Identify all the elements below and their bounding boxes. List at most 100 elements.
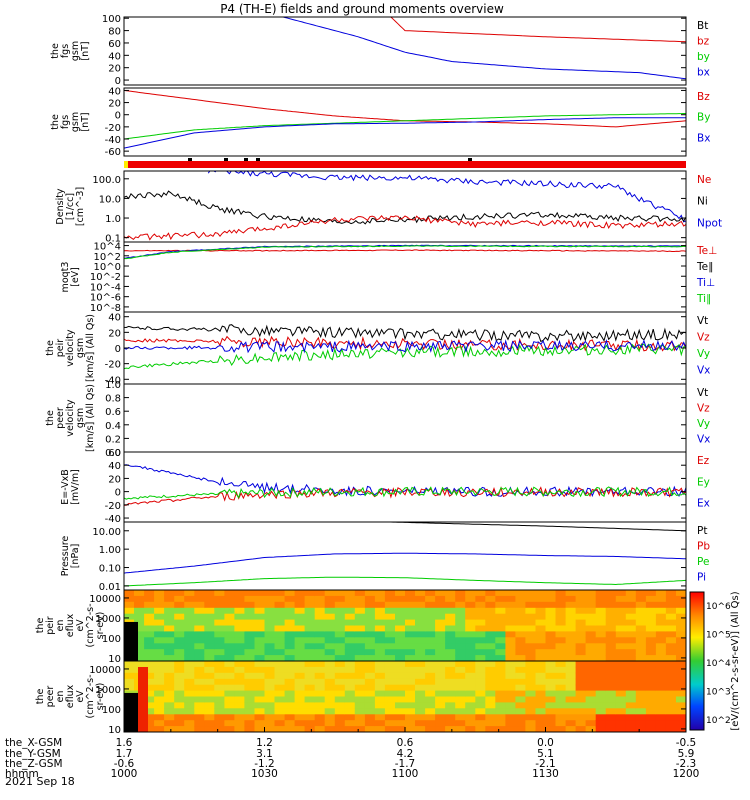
heatmap-cell	[445, 661, 456, 668]
heatmap-cell	[495, 595, 506, 603]
heatmap-cell	[274, 655, 286, 661]
heatmap-cell	[415, 595, 426, 603]
heatmap-cell	[304, 672, 316, 680]
heatmap-cell	[214, 726, 225, 732]
heatmap-cell	[154, 714, 165, 721]
heatmap-cell	[625, 666, 637, 674]
series-group-7	[124, 522, 686, 587]
heatmap-cell	[164, 696, 175, 703]
heatmap-cell	[585, 631, 597, 638]
heatmap-cell	[204, 708, 215, 715]
heatmap-cell	[665, 684, 677, 692]
heatmap-cell	[545, 714, 557, 721]
heatmap-cell	[395, 613, 406, 621]
heatmap-cell	[575, 601, 587, 609]
heatmap-cell	[254, 666, 266, 674]
heatmap-cell	[395, 672, 406, 680]
heatmap-cell	[515, 625, 526, 632]
legend-Pt: Pt	[697, 525, 707, 537]
heatmap-cell	[384, 702, 396, 709]
heatmap-cell	[555, 631, 567, 638]
heatmap-cell	[545, 595, 557, 603]
heatmap-cell	[585, 637, 597, 644]
heatmap-cell	[515, 696, 526, 703]
heatmap-cell	[415, 655, 426, 661]
heatmap-cell	[645, 619, 657, 627]
heatmap-cell	[284, 726, 296, 732]
heatmap-cell	[615, 590, 627, 597]
colorbar-scale	[689, 591, 705, 731]
heatmap-cell	[244, 702, 255, 709]
heatmap-cell	[575, 690, 587, 698]
heatmap-cell	[615, 708, 627, 715]
heatmap-cell	[334, 619, 346, 627]
heatmap-cell	[224, 631, 235, 638]
heatmap-cell	[134, 655, 145, 661]
heatmap-cell	[435, 678, 446, 686]
heatmap-cell	[184, 607, 195, 615]
heatmap-cell	[374, 607, 386, 615]
heatmap-cell	[234, 637, 245, 644]
heatmap-cell	[475, 590, 486, 597]
heatmap-cell	[676, 601, 686, 609]
legend-Te⊥: Te⊥	[696, 245, 717, 257]
heatmap-cell	[334, 590, 346, 597]
heatmap-cell	[665, 607, 677, 615]
heatmap-cell	[455, 613, 466, 621]
heatmap-cell	[475, 625, 486, 632]
legend-Ti∥: Ti∥	[696, 293, 711, 305]
heatmap-cell	[294, 619, 306, 627]
heatmap-cell	[154, 696, 165, 703]
heatmap-cell	[475, 726, 486, 732]
heatmap-cell	[465, 702, 476, 709]
heatmap-cell	[655, 637, 667, 644]
heatmap-cell	[384, 607, 396, 615]
series-group-1	[124, 89, 686, 149]
heatmap-cell	[676, 690, 686, 698]
heatmap-cell	[575, 590, 587, 597]
heatmap-cell	[284, 625, 296, 632]
heatmap-cell	[184, 655, 195, 661]
heatmap-cell	[485, 590, 496, 597]
heatmap-cell	[445, 625, 456, 632]
y-tick-label: 0.4	[105, 421, 121, 432]
heatmap-cell	[244, 613, 255, 621]
heatmap-cell	[605, 726, 617, 732]
heatmap-cell	[635, 601, 647, 609]
heatmap-cell	[384, 649, 396, 656]
heatmap-cell	[164, 649, 175, 656]
y-tick-label: -40	[105, 375, 121, 386]
colorbar-tick-label: 10^2	[706, 716, 731, 726]
heatmap-cell	[124, 672, 135, 680]
heatmap-cell	[374, 595, 386, 603]
heatmap-cell	[314, 708, 326, 715]
heatmap-cell	[635, 649, 647, 656]
heatmap-cell	[154, 684, 165, 692]
heatmap-cell	[405, 702, 416, 709]
heatmap-cell	[535, 672, 547, 680]
heatmap-cell	[164, 690, 175, 698]
heatmap-cell	[274, 643, 286, 650]
heatmap-cell	[515, 631, 526, 638]
heatmap-cell	[525, 607, 536, 615]
heatmap-cell	[314, 607, 326, 615]
heatmap-cell	[294, 649, 306, 656]
heatmap-cell	[495, 720, 506, 727]
heatmap-cell	[374, 720, 386, 727]
heatmap-cell	[214, 702, 225, 709]
heatmap-cell	[665, 726, 677, 732]
heatmap-cell	[545, 655, 557, 661]
heatmap-cell	[645, 726, 657, 732]
heatmap-cell	[395, 726, 406, 732]
y-axis-label-line: fgs	[60, 44, 71, 58]
x-tick-label: -2.3	[676, 758, 697, 770]
heatmap-cell	[334, 672, 346, 680]
heatmap-cell	[234, 702, 245, 709]
heatmap-cell	[405, 649, 416, 656]
heatmap-cell	[545, 720, 557, 727]
heatmap-cell	[154, 643, 165, 650]
heatmap-cell	[405, 661, 416, 668]
heatmap-cell	[475, 613, 486, 621]
heatmap-cell	[645, 607, 657, 615]
